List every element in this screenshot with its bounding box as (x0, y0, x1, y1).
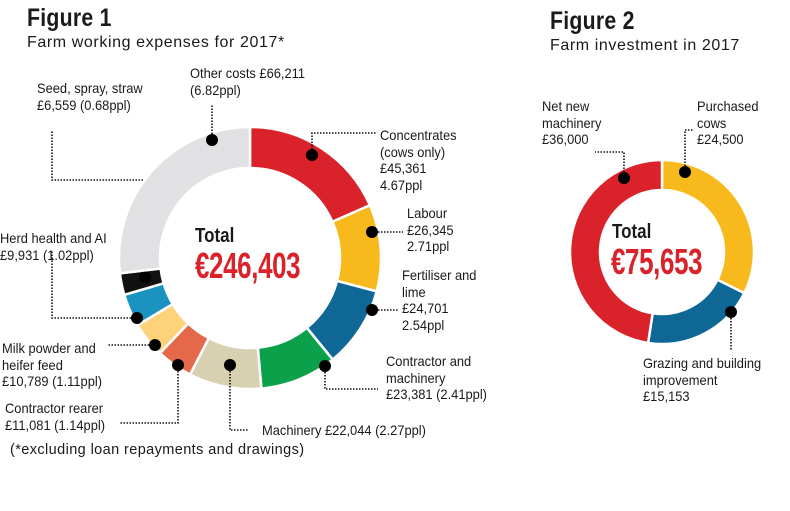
label-line: £36,000 (542, 131, 589, 147)
label-line: Herd health and AI (0, 230, 107, 246)
marker-dot-contractor-rearer (172, 359, 184, 371)
label-line: (cows only) (380, 143, 446, 160)
marker-dot-concentrates (306, 149, 318, 161)
label-line: (6.82ppl) (190, 81, 241, 98)
marker-dot-labour (366, 226, 378, 238)
label-line: 2.54ppl (402, 316, 445, 333)
marker-dot-milk-powder (149, 339, 161, 351)
label-line: Labour (407, 205, 448, 221)
label-milk-powder: Milk powder and heifer feed £10,789 (1.11p… (2, 340, 102, 390)
slice-other-costs (117, 125, 252, 275)
label-line: £24,500 (697, 131, 744, 147)
label-concentrates: Concentrates (cows only) £45,361 4.67ppl (380, 127, 457, 193)
label-other-costs: Other costs £66,211 (6.82ppl) (190, 65, 305, 98)
label-line: £23,381 (2.41ppl) (386, 386, 487, 402)
label-line: Contractor and (386, 353, 472, 369)
marker-dot-fertiliser (366, 304, 378, 316)
figure2-subtitle: Farm investment in 2017 (550, 37, 740, 54)
label-line: lime (402, 283, 426, 300)
label-line: Net new (542, 98, 590, 114)
label-seed-spray-straw: Seed, spray, straw £6,559 (0.68ppl) (37, 80, 143, 113)
marker-dot-grazing-building (725, 306, 737, 318)
label-line: £10,789 (1.11ppl) (2, 373, 103, 389)
leader-line-herd-health (51, 250, 137, 319)
marker-dot-purchased-cows (679, 166, 691, 178)
label-line: £6,559 (0.68ppl) (37, 96, 131, 113)
leader-line-contractor-rearer (120, 365, 179, 424)
label-grazing-building: Grazing and building improvement £15,153 (643, 355, 761, 405)
slice-labour (330, 203, 383, 293)
figure2-total-label: Total (612, 221, 652, 243)
label-labour: Labour £26,345 2.71ppl (407, 205, 454, 255)
label-line: machinery (386, 369, 446, 386)
label-contractor-machinery: Contractor and machinery £23,381 (2.41ppl) (386, 353, 487, 403)
marker-dot-herd-health (131, 312, 143, 324)
label-net-new-machinery: Net new machinery £36,000 (542, 98, 601, 148)
label-fertiliser: Fertiliser and lime £24,701 2.54ppl (402, 267, 476, 333)
figure2-title: Figure 2 (550, 7, 635, 35)
marker-dot-net-new-machinery (618, 172, 630, 184)
figure1-footnote: (*excluding loan repayments and drawings… (10, 442, 305, 458)
label-line: Other costs £66,211 (190, 65, 306, 81)
label-line: Grazing and building (643, 355, 762, 371)
label-line: £9,931 (1.02ppl) (0, 246, 94, 263)
marker-dot-other-costs (206, 134, 218, 146)
label-line: heifer feed (2, 356, 63, 373)
label-line: 4.67ppl (380, 176, 423, 193)
label-line: £24,701 (402, 300, 449, 316)
leader-line-contractor-machinery (324, 366, 378, 390)
leader-line-machinery (229, 365, 248, 431)
label-line: machinery (542, 114, 602, 131)
figure1-subtitle: Farm working expenses for 2017* (27, 34, 285, 51)
marker-dot-machinery (224, 359, 236, 371)
label-machinery: Machinery £22,044 (2.27ppl) (262, 422, 426, 439)
slice-concentrates (248, 125, 372, 224)
label-line: Purchased (697, 98, 759, 114)
label-purchased-cows: Purchased cows £24,500 (697, 98, 759, 148)
label-line: Milk powder and (2, 340, 96, 356)
label-line: £45,361 (380, 160, 427, 176)
label-line: Fertiliser and (402, 267, 477, 283)
label-line: Concentrates (380, 127, 457, 143)
marker-dot-seed-spray-straw (139, 271, 151, 283)
figure2-total-value: €75,653 (611, 241, 703, 282)
leader-line-concentrates (311, 132, 376, 155)
leader-line-net-new-machinery (595, 151, 625, 178)
label-line: Machinery £22,044 (2.27ppl) (262, 422, 426, 438)
label-line: improvement (643, 371, 718, 388)
label-line: £11,081 (1.14ppl) (5, 416, 106, 433)
figure1-title: Figure 1 (27, 4, 112, 32)
label-line: Contractor rearer (5, 400, 104, 416)
figure1-total-label: Total (195, 225, 235, 247)
label-line: Seed, spray, straw (37, 80, 143, 96)
label-herd-health: Herd health and AI £9,931 (1.02ppl) (0, 230, 107, 263)
label-line: 2.71ppl (407, 238, 450, 254)
label-contractor-rearer: Contractor rearer £11,081 (1.14ppl) (5, 400, 105, 433)
figure1-total-value: €246,403 (195, 245, 301, 286)
marker-dot-contractor-machinery (319, 360, 331, 372)
label-line: £15,153 (643, 388, 690, 404)
label-line: cows (697, 114, 727, 131)
leader-line-purchased-cows (684, 129, 693, 172)
slice-net-new-machinery (568, 158, 664, 345)
label-line: £26,345 (407, 221, 454, 238)
